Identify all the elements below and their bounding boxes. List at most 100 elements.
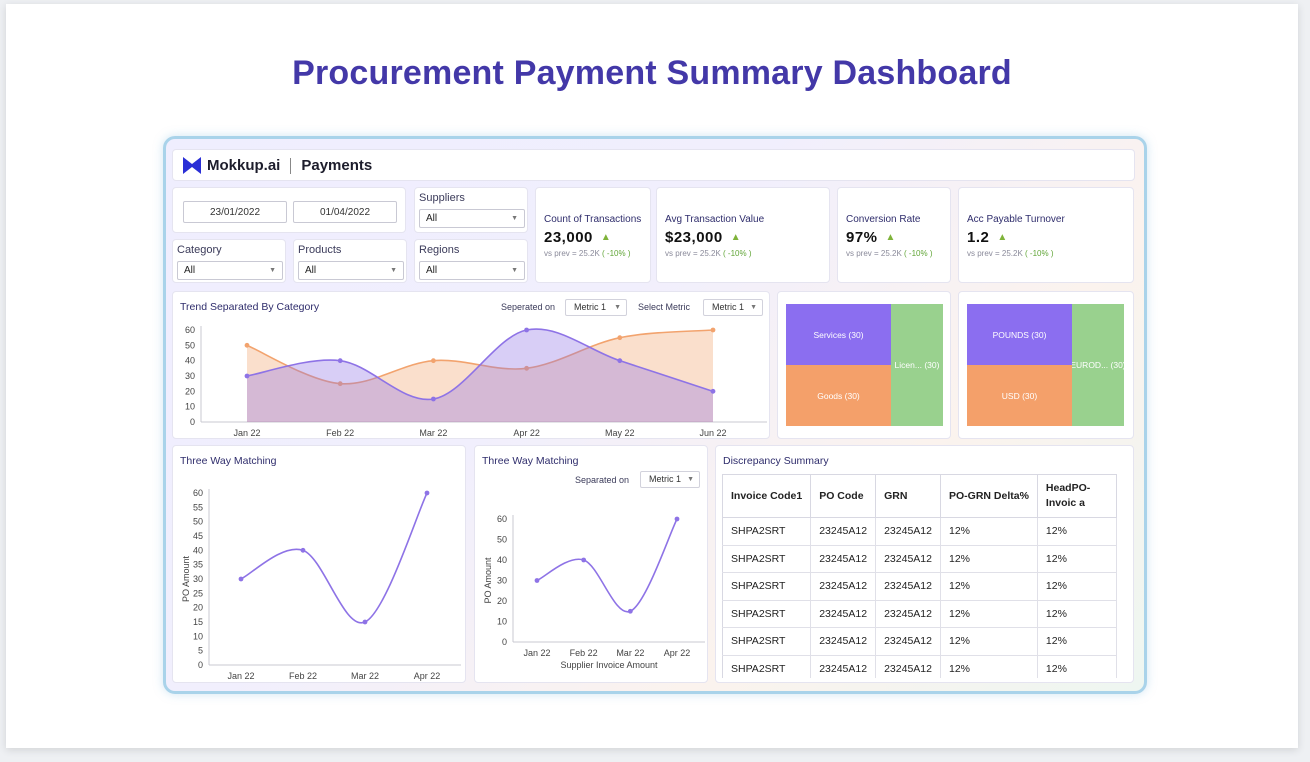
table-cell: 23245A12 [875, 545, 941, 573]
table-row[interactable]: SHPA2SRT 23245A12 23245A12 12% 12% [722, 545, 1117, 573]
slide: Procurement Payment Summary Dashboard Mo… [6, 4, 1298, 748]
treemap-cell[interactable]: Services (30) [786, 304, 891, 365]
discrepancy-title: Discrepancy Summary [723, 455, 829, 467]
date-filter-card: 23/01/2022 01/04/2022 [172, 187, 406, 233]
y-tick-label: 50 [185, 340, 195, 350]
data-point [627, 608, 633, 614]
logo[interactable]: Mokkup.ai Payments [183, 157, 372, 174]
select-metric-select[interactable]: Metric 1 ▼ [703, 299, 763, 316]
x-tick-label: Mar 22 [419, 428, 447, 438]
regions-value: All [426, 265, 438, 276]
data-point [244, 373, 250, 379]
y-tick-label: 10 [185, 402, 195, 412]
suppliers-select[interactable]: All ▼ [419, 209, 525, 228]
app-header: Mokkup.ai Payments [172, 149, 1135, 181]
kpi-label: Avg Transaction Value [665, 214, 765, 225]
col-header-invoice-code[interactable]: Invoice Code1 [722, 474, 812, 518]
table-cell: 23245A12 [875, 627, 941, 656]
x-axis-title: Supplier Invoice Amount [560, 660, 658, 670]
table-cell: 12% [940, 572, 1038, 601]
data-point [534, 578, 540, 583]
y-tick-label: 25 [193, 588, 203, 598]
table-cell: 23245A12 [810, 545, 877, 573]
kpi-value: 97% ▲ [846, 229, 896, 246]
data-point [238, 576, 244, 582]
kpi-prev: vs prev = 25.2K [967, 249, 1023, 258]
col-header-grn[interactable]: GRN [875, 474, 941, 518]
kpi-card: Avg Transaction Value $23,000 ▲ vs prev =… [656, 187, 830, 283]
kpi-prev: vs prev = 25.2K [665, 249, 721, 258]
col-header-po-grn-delta[interactable]: PO-GRN Delta% [940, 474, 1038, 518]
table-cell: 23245A12 [810, 627, 877, 656]
y-axis-title: PO Amount [181, 555, 191, 602]
date-from-input[interactable]: 23/01/2022 [183, 201, 287, 223]
chevron-down-icon: ▼ [511, 267, 518, 274]
y-tick-label: 0 [190, 417, 195, 427]
date-to-input[interactable]: 01/04/2022 [293, 201, 397, 223]
data-point [244, 342, 250, 348]
trend-area-chart: 0 10 20 30 40 50 60 Jan 22 Feb 22 Mar 22 Apr 22 May… [185, 325, 767, 438]
y-tick-label: 45 [193, 531, 203, 541]
chevron-down-icon: ▼ [614, 304, 621, 311]
treemap-cell[interactable]: Goods (30) [786, 365, 891, 426]
products-filter: Products All ▼ [293, 239, 407, 283]
three-way-matching-card-2: Three Way Matching Separated on Metric 1… [474, 445, 708, 683]
category-select[interactable]: All ▼ [177, 261, 283, 280]
kpi-prev: vs prev = 25.2K [544, 249, 600, 258]
treemap-cell[interactable]: POUNDS (30) [967, 304, 1072, 365]
kpi-comparison: vs prev = 25.2K ( -10% ) [544, 249, 631, 258]
mokkup-logo-icon [183, 157, 201, 174]
x-tick-label: Jan 22 [523, 648, 550, 658]
x-tick-label: Jun 22 [699, 428, 726, 438]
select-metric-label: Select Metric [638, 302, 691, 312]
series-line [240, 492, 428, 624]
y-tick-label: 10 [497, 617, 507, 627]
category-label: Category [177, 244, 222, 256]
series-line [536, 518, 678, 613]
y-tick-label: 30 [497, 576, 507, 586]
data-point [581, 557, 587, 563]
col-header-po-code[interactable]: PO Code [810, 474, 877, 518]
table-cell: 23245A12 [875, 655, 941, 678]
x-tick-label: Jan 22 [227, 671, 254, 681]
discrepancy-table-wrap[interactable]: Invoice Code1 PO Code GRN PO-GRN Delta% … [722, 474, 1122, 678]
kpi-card: Conversion Rate 97% ▲ vs prev = 25.2K ( -… [837, 187, 951, 283]
table-row[interactable]: SHPA2SRT 23245A12 23245A12 12% 12% [722, 572, 1117, 601]
treemap-cell-label: USD (30) [1001, 390, 1038, 401]
data-point [524, 365, 529, 371]
table-cell: 23245A12 [875, 517, 941, 546]
y-axis-title: PO Amount [483, 557, 493, 604]
kpi-value: 1.2 ▲ [967, 229, 1008, 246]
separated-on-select[interactable]: Metric 1 ▼ [565, 299, 627, 316]
table-cell: 12% [1037, 517, 1117, 546]
y-tick-label: 40 [497, 555, 507, 565]
twm2-separated-on-select[interactable]: Metric 1 ▼ [640, 471, 700, 488]
twm2-title: Three Way Matching [482, 455, 579, 467]
table-cell: 23245A12 [810, 572, 877, 601]
treemap-cell-label: Services (30) [813, 329, 864, 340]
regions-select[interactable]: All ▼ [419, 261, 525, 280]
kpi-value: 23,000 ▲ [544, 229, 611, 246]
x-tick-label: Apr 22 [664, 648, 691, 658]
three-way-matching-card-1: Three Way Matching 0 5 10 15 20 25 30 35 40 45 50 5… [172, 445, 466, 683]
table-row[interactable]: SHPA2SRT 23245A12 23245A12 12% 12% [722, 517, 1117, 546]
table-row[interactable]: SHPA2SRT 23245A12 23245A12 12% 12% [722, 627, 1117, 656]
table-cell: 12% [1037, 545, 1117, 573]
treemap-cell[interactable]: USD (30) [967, 365, 1072, 426]
table-cell: 23245A12 [810, 600, 877, 628]
treemap-cell-label: POUNDS (30) [992, 329, 1047, 340]
chevron-down-icon: ▼ [687, 476, 694, 483]
series-area [247, 330, 713, 422]
col-header-headpo-invoice[interactable]: HeadPO-Invoic a [1037, 474, 1117, 518]
table-row[interactable]: SHPA2SRT 23245A12 23245A12 12% 12% [722, 655, 1117, 678]
treemap-cell[interactable]: EUROD... (30) [1072, 304, 1124, 426]
table-cell: 23245A12 [875, 572, 941, 601]
data-point [337, 358, 343, 364]
products-select[interactable]: All ▼ [298, 261, 404, 280]
treemap-cell[interactable]: Licen... (30) [891, 304, 943, 426]
y-tick-label: 5 [198, 646, 203, 656]
table-row[interactable]: SHPA2SRT 23245A12 23245A12 12% 12% [722, 600, 1117, 628]
table-cell: SHPA2SRT [722, 572, 812, 601]
table-cell: 12% [940, 545, 1038, 573]
products-label: Products [298, 244, 342, 256]
